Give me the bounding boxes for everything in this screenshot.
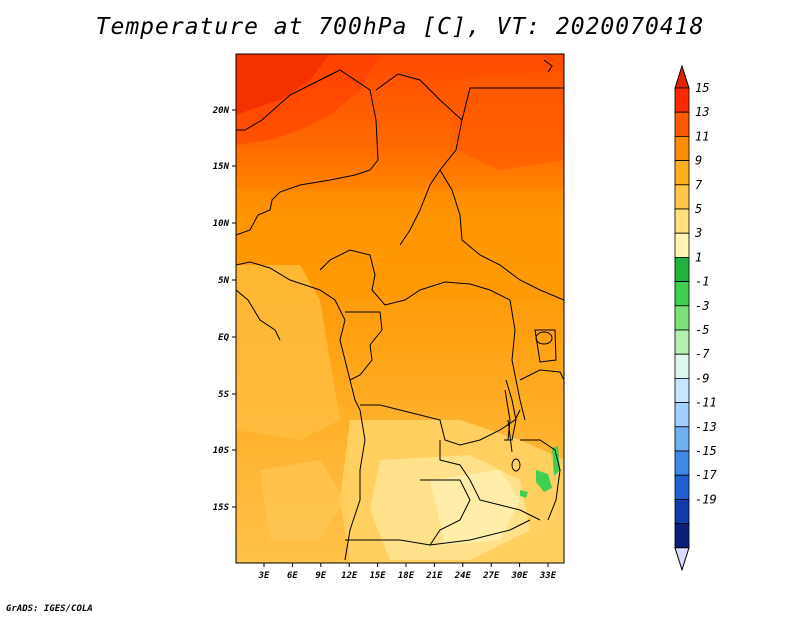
lon-label: 33E (539, 571, 557, 581)
colorbar-swatch (674, 305, 690, 331)
colorbar-label: -1 (695, 275, 709, 289)
colorbar-swatch (674, 232, 690, 258)
colorbar-label: -13 (695, 420, 717, 434)
colorbar-label: -15 (695, 444, 717, 458)
lon-label: 3E (258, 571, 270, 581)
colorbar-label: -5 (695, 323, 709, 337)
map-plot-area (236, 54, 564, 563)
colorbar-swatch (674, 135, 690, 161)
colorbar-label: 3 (694, 226, 702, 240)
lon-label: 24E (454, 571, 472, 581)
cool-region-west (236, 265, 340, 440)
colorbar-label: 5 (695, 202, 702, 216)
lat-label: EQ (218, 333, 229, 343)
colorbar-label: 9 (695, 154, 702, 168)
lon-label: 27E (482, 571, 500, 581)
map-title: Temperature at 700hPa [C], VT: 202007041… (95, 14, 705, 40)
colorbar-swatch (674, 256, 690, 282)
lon-label: 12E (341, 571, 358, 581)
colorbar-label: 1 (695, 250, 702, 264)
colorbar-swatch (674, 498, 690, 524)
colorbar-swatch (674, 281, 690, 307)
colorbar-swatch (674, 426, 690, 452)
colorbar-label: 11 (695, 129, 709, 143)
colorbar-label: -3 (695, 299, 709, 313)
colorbar-swatch (674, 87, 690, 113)
longitude-axis: 3E 6E 9E 12E 15E 18E 21E 24E 27E 30E 33E (258, 563, 557, 581)
lat-label: 10S (213, 446, 230, 456)
colorbar-label: 7 (695, 178, 703, 192)
lat-label: 5S (218, 390, 229, 400)
credit-text: GrADS: IGES/COLA (6, 604, 93, 614)
lon-label: 9E (315, 571, 326, 581)
lat-label: 20N (212, 106, 230, 116)
colorbar: 15 13 11 9 7 5 3 1 -1 -3 -5 -7 -9 -11 -13 -15 -17 -19 (674, 64, 717, 572)
lon-label: 18E (398, 571, 415, 581)
colorbar-under-triangle (674, 547, 690, 572)
colorbar-swatch (674, 208, 690, 234)
colorbar-label: -11 (695, 396, 717, 410)
colorbar-label: 13 (695, 105, 709, 119)
lat-label: 10N (213, 219, 230, 229)
colorbar-swatch (674, 353, 690, 379)
latitude-axis: 20N 15N 10N 5N EQ 5S 10S 15S (212, 106, 236, 513)
lat-label: 5N (218, 276, 229, 286)
colorbar-swatch (674, 523, 690, 549)
colorbar-label: -7 (695, 347, 710, 361)
lon-label: 6E (287, 571, 298, 581)
lon-label: 30E (510, 571, 528, 581)
colorbar-label: -17 (695, 468, 717, 482)
lon-label: 15E (369, 571, 386, 581)
map-frame (235, 53, 565, 564)
colorbar-swatch (674, 402, 690, 428)
lat-label: 15S (213, 503, 230, 513)
colorbar-swatch (674, 329, 690, 355)
colorbar-label: 15 (695, 81, 709, 95)
colorbar-label: -19 (695, 492, 717, 506)
cool-spot-green (536, 470, 552, 492)
colorbar-swatch (674, 111, 690, 137)
colorbar-swatch (674, 160, 690, 186)
colorbar-swatch (674, 184, 690, 210)
lon-label: 21E (425, 571, 443, 581)
colorbar-swatch (674, 450, 690, 476)
colorbar-swatch (674, 377, 690, 403)
lat-label: 15N (213, 162, 230, 172)
colorbar-swatch (674, 474, 690, 500)
country-borders (236, 59, 564, 561)
lakes (504, 331, 553, 472)
colorbar-label: -9 (695, 371, 709, 385)
colorbar-over-triangle (674, 64, 690, 89)
